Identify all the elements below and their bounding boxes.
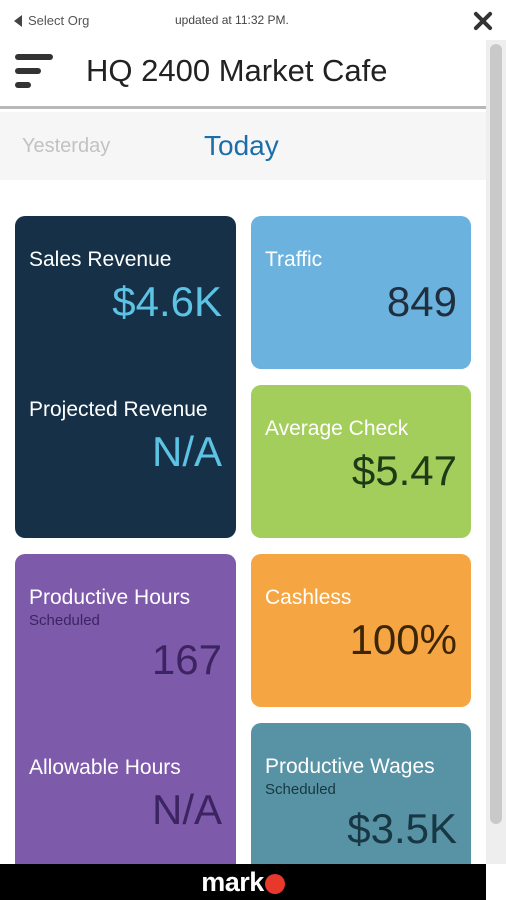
top-bar: Select Org updated at 11:32 PM.: [0, 0, 490, 42]
close-icon[interactable]: [470, 8, 496, 34]
cashless-value: 100%: [349, 616, 457, 663]
productive-wages-sub: Scheduled: [265, 781, 336, 798]
select-org-link[interactable]: Select Org: [14, 13, 89, 28]
cashless-label: Cashless: [265, 586, 352, 609]
updated-timestamp: updated at 11:32 PM.: [175, 13, 289, 27]
traffic-label: Traffic: [265, 248, 323, 271]
projected-revenue-label: Projected Revenue: [29, 398, 208, 421]
allowable-hours-value: N/A: [151, 786, 222, 833]
brand-dot-icon: [264, 873, 285, 894]
productive-wages-value: $3.5K: [347, 805, 457, 852]
header: HQ 2400 Market Cafe: [0, 42, 486, 108]
select-org-label: Select Org: [28, 13, 90, 28]
traffic-value: 849: [386, 278, 457, 325]
brand-text: mark: [201, 866, 264, 897]
sales-revenue-label: Sales Revenue: [29, 248, 172, 271]
productive-hours-sub: Scheduled: [29, 612, 100, 629]
productive-wages-tile[interactable]: Productive Wages Scheduled $3.5K: [251, 723, 471, 876]
productive-hours-label: Productive Hours: [29, 586, 191, 609]
scrollbar-thumb[interactable]: [490, 44, 502, 824]
sales-revenue-value: $4.6K: [112, 278, 222, 325]
average-check-value: $5.47: [351, 447, 457, 494]
tab-today[interactable]: Today: [204, 130, 279, 161]
tab-yesterday[interactable]: Yesterday: [22, 134, 111, 157]
back-arrow-icon: [14, 14, 22, 27]
productive-hours-value: 167: [151, 636, 222, 683]
average-check-tile[interactable]: Average Check $5.47: [251, 385, 471, 538]
header-divider: [0, 106, 486, 109]
menu-icon[interactable]: [15, 54, 53, 90]
projected-revenue-value: N/A: [151, 428, 222, 475]
brand-logo: mark: [201, 867, 285, 898]
footer-bar: mark: [0, 864, 486, 900]
sales-revenue-tile[interactable]: Sales Revenue $4.6K Projected Revenue N/…: [15, 216, 236, 538]
traffic-tile[interactable]: Traffic 849: [251, 216, 471, 369]
page-title: HQ 2400 Market Cafe: [86, 53, 388, 88]
allowable-hours-label: Allowable Hours: [29, 756, 181, 779]
productive-wages-label: Productive Wages: [265, 755, 435, 778]
cashless-tile[interactable]: Cashless 100%: [251, 554, 471, 707]
day-tabs: Yesterday Today: [0, 112, 486, 180]
productive-hours-tile[interactable]: Productive Hours Scheduled 167 Allowable…: [15, 554, 236, 884]
average-check-label: Average Check: [265, 417, 409, 440]
